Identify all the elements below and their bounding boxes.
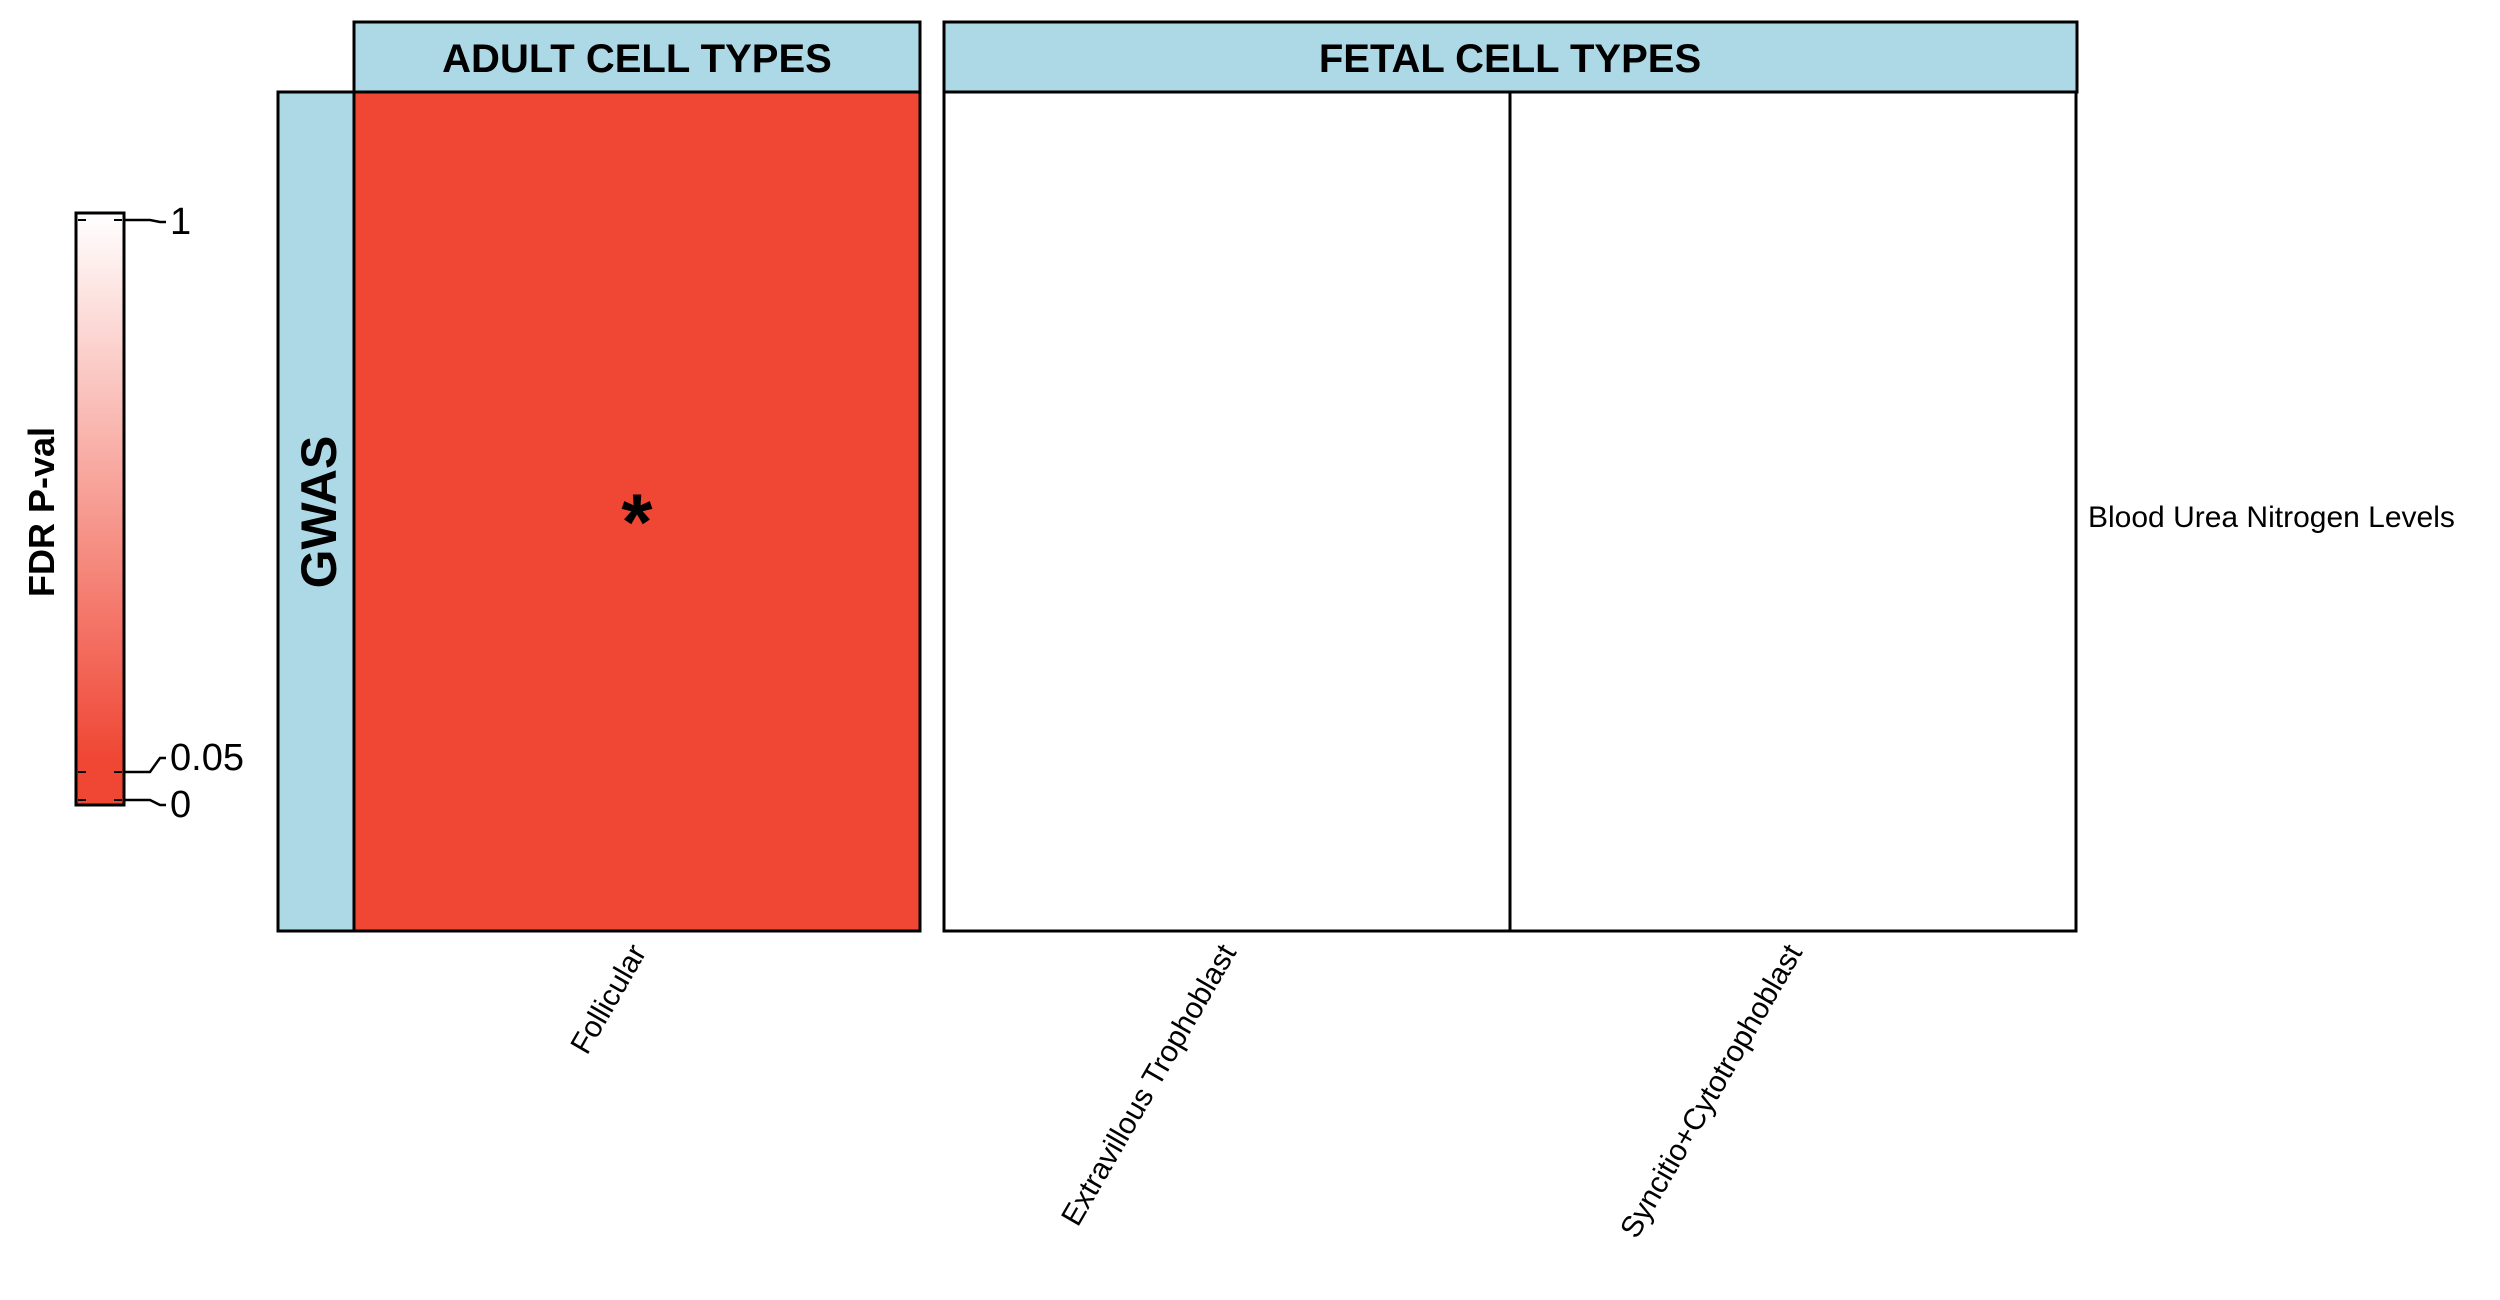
- row-label: Blood Urea Nitrogen Levels: [2088, 501, 2455, 534]
- heatmap-cell: [942, 90, 1512, 933]
- facet-strip-adult: ADULT CELL TYPES: [352, 20, 922, 94]
- column-labels: Follicular Extravillous Trophoblast Syncit…: [564, 938, 1809, 1243]
- column-label: Extravillous Trophoblast: [1055, 938, 1243, 1231]
- heatmap-cell: [1508, 90, 2078, 933]
- facet-strip-fetal-label: FETAL CELL TYPES: [1319, 37, 1701, 81]
- heatmap-cell: [352, 90, 922, 933]
- colorbar: FDR P-val 1 0.05 0: [21, 201, 244, 826]
- colorbar-ticks: 1 0.05 0: [78, 201, 244, 826]
- row-strip: GWAS: [276, 90, 356, 933]
- facet-strip-adult-label: ADULT CELL TYPES: [442, 37, 832, 81]
- colorbar-tick-label: 1: [170, 201, 191, 243]
- heatmap-cells: *: [352, 90, 2078, 933]
- facet-strip-fetal-box: [942, 20, 2079, 94]
- colorbar-tick-label: 0.05: [170, 737, 244, 779]
- colorbar-tick-leader: [124, 218, 166, 224]
- colorbar-tick-label: 0: [170, 784, 191, 826]
- significance-marker: *: [621, 478, 653, 567]
- facet-strip-adult-box: [352, 20, 922, 94]
- row-strip-label: GWAS: [291, 436, 347, 589]
- colorbar-title: FDR P-val: [21, 427, 62, 597]
- column-label: Follicular: [564, 939, 653, 1059]
- colorbar-tick-leader: [124, 798, 166, 807]
- colorbar-tick-leader: [124, 756, 166, 774]
- row-strip-box: [276, 90, 356, 933]
- column-label: Syncitio+Cytotrophoblast: [1614, 938, 1809, 1243]
- colorbar-gradient: [74, 211, 126, 807]
- facet-strip-fetal: FETAL CELL TYPES: [942, 20, 2079, 94]
